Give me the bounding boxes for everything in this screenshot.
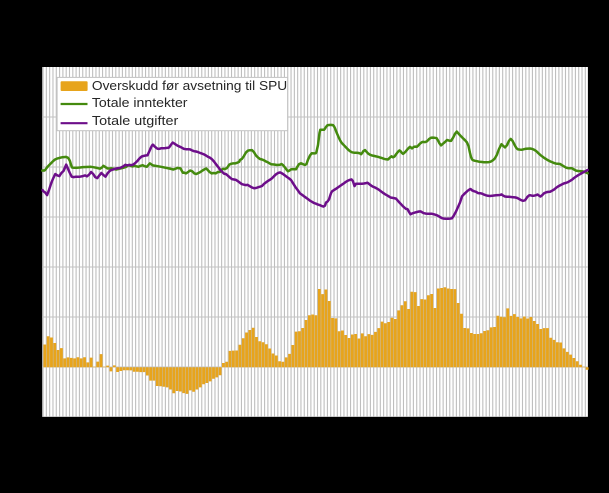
svg-text:Totale utgifter: Totale utgifter: [92, 114, 178, 128]
svg-text:Overskudd før avsetning til SP: Overskudd før avsetning til SPU: [92, 79, 287, 93]
svg-text:Totale inntekter: Totale inntekter: [92, 96, 188, 110]
